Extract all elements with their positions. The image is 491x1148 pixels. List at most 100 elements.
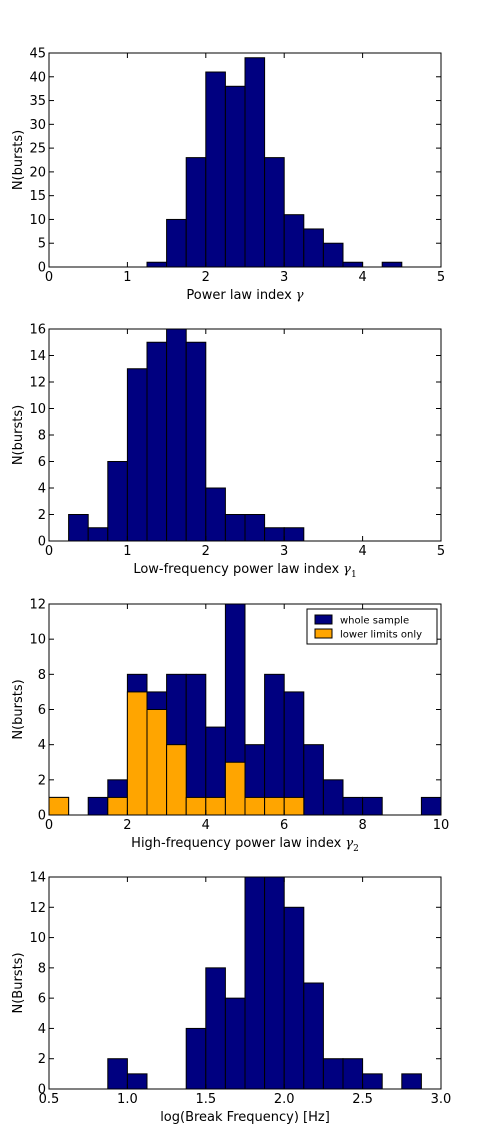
x-tick-label: 2 (202, 270, 210, 285)
histogram-bar (87, 527, 109, 542)
histogram-bar (146, 709, 168, 816)
y-tick-label: 6 (38, 992, 46, 1007)
histogram-bar (185, 673, 207, 816)
histogram-bar (107, 461, 128, 542)
histogram-bar (283, 796, 305, 816)
histogram-bar (224, 997, 246, 1090)
x-tick-label: 4 (358, 544, 366, 559)
y-tick-label: 2 (38, 508, 46, 523)
x-tick-label: 10 (433, 818, 450, 833)
x-axis-symbol-subscript: 2 (353, 844, 359, 854)
y-tick-label: 0 (38, 261, 46, 276)
histogram-bar (420, 796, 442, 816)
histogram-bar (264, 527, 285, 542)
histogram-bar (342, 261, 364, 268)
histogram-bar (224, 514, 246, 542)
histogram-bar (264, 157, 285, 268)
histogram-bar (244, 796, 266, 816)
histogram-bar (303, 744, 324, 816)
x-tick-label: 0 (45, 270, 53, 285)
x-tick-label: 1 (123, 544, 131, 559)
y-axis-label: N(bursts) (11, 679, 26, 739)
y-tick-label: 8 (38, 429, 46, 444)
y-tick-label: 12 (29, 598, 46, 613)
histogram-bar (342, 1058, 364, 1090)
plot-frame (48, 52, 442, 268)
y-tick-label: 12 (29, 901, 46, 916)
x-tick-label: 2.5 (352, 1092, 373, 1107)
y-tick-label: 0 (38, 809, 46, 824)
x-tick-label: 4 (358, 270, 366, 285)
histogram-bar (283, 214, 305, 268)
y-axis-label: N(bursts) (11, 405, 26, 465)
histogram-bar (264, 876, 285, 1090)
x-axis-symbol-subscript: 1 (351, 570, 357, 580)
y-tick-label: 8 (38, 668, 46, 683)
histogram-bar (224, 761, 246, 816)
histogram-bar (68, 514, 89, 542)
legend-swatch (314, 628, 333, 639)
y-tick-label: 10 (29, 931, 46, 946)
x-tick-label: 1.0 (117, 1092, 138, 1107)
y-tick-label: 30 (29, 118, 46, 133)
x-axis-symbol: γ (343, 562, 351, 577)
histogram-bar (87, 796, 109, 816)
x-tick-label: 2 (202, 544, 210, 559)
series-1 (107, 876, 422, 1090)
histogram-bar (205, 71, 226, 268)
y-tick-label: 5 (38, 237, 46, 252)
y-tick-label: 6 (38, 455, 46, 470)
x-axis-label-text: Power law index (186, 288, 292, 303)
histogram-bar (185, 1027, 207, 1090)
x-tick-label: 6 (280, 818, 288, 833)
y-tick-label: 25 (29, 142, 46, 157)
histogram-bar (107, 1058, 128, 1090)
series-1 (68, 328, 305, 542)
histogram-bar (166, 328, 187, 542)
histogram-bar (303, 982, 324, 1090)
y-tick-label: 16 (29, 323, 46, 338)
histogram-bar (185, 157, 207, 268)
legend-swatch (314, 614, 333, 625)
histogram-bar (283, 691, 305, 816)
y-tick-label: 4 (38, 482, 46, 497)
series-1 (146, 57, 403, 268)
x-tick-label: 1.5 (195, 1092, 216, 1107)
x-axis-label: Power law index γ (186, 288, 303, 303)
histogram-bar (146, 341, 168, 542)
x-axis-label-text: Low-frequency power law index (133, 562, 339, 577)
x-tick-label: 0 (45, 818, 53, 833)
x-tick-label: 2.0 (274, 1092, 295, 1107)
y-tick-label: 2 (38, 1052, 46, 1067)
x-axis-symbol: γ (296, 288, 304, 303)
y-tick-label: 10 (29, 213, 46, 228)
x-axis-label-text: log(Break Frequency) [Hz] (160, 1110, 330, 1125)
x-tick-label: 4 (202, 818, 210, 833)
y-tick-label: 15 (29, 189, 46, 204)
histogram-bar (283, 527, 305, 542)
y-tick-label: 8 (38, 961, 46, 976)
y-tick-label: 6 (38, 703, 46, 718)
x-tick-label: 5 (437, 270, 445, 285)
x-axis-label: Low-frequency power law index γ1 (133, 562, 356, 580)
plot-frame (48, 876, 442, 1090)
x-axis-label-text: High-frequency power law index (131, 836, 341, 851)
x-tick-label: 0.5 (39, 1092, 60, 1107)
histogram-bar (264, 673, 285, 816)
histogram-bar (362, 1073, 383, 1090)
x-tick-label: 3.0 (431, 1092, 452, 1107)
legend: whole sample lower limits only (306, 608, 438, 645)
x-tick-label: 3 (280, 544, 288, 559)
histogram-bar (126, 691, 148, 816)
histogram-bar (166, 744, 187, 816)
x-axis-label: High-frequency power law index γ2 (131, 836, 359, 854)
histogram-bar (205, 967, 226, 1090)
y-tick-label: 4 (38, 738, 46, 753)
histogram-bar (401, 1073, 422, 1090)
histogram-bar (381, 261, 403, 268)
legend-label: lower limits only (340, 630, 422, 641)
chart-panel-4: 0.5 1.0 1.5 2.0 2.5 3.0 0 2 4 6 8 10 12 14 log(Break F… (11, 871, 451, 1126)
y-tick-label: 0 (38, 535, 46, 550)
x-axis-label: log(Break Frequency) [Hz] (160, 1110, 330, 1125)
x-tick-label: 2 (123, 818, 131, 833)
